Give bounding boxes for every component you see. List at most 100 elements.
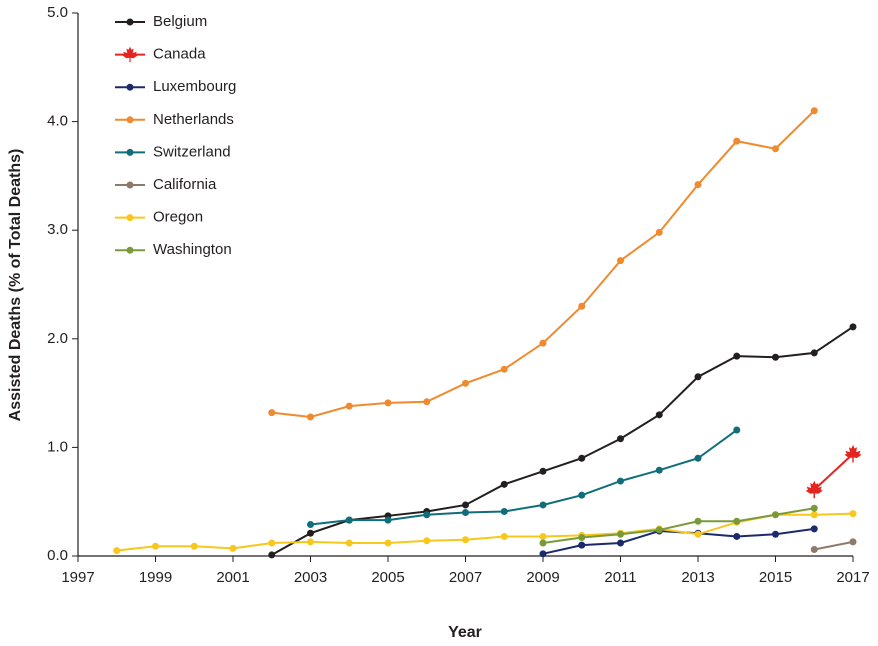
x-tick-label: 2015 bbox=[759, 569, 792, 586]
series-point bbox=[307, 413, 314, 421]
series-point bbox=[462, 501, 469, 509]
legend-marker bbox=[126, 246, 134, 254]
x-tick-label: 1997 bbox=[61, 569, 94, 586]
series-line bbox=[814, 540, 854, 551]
series-point bbox=[844, 444, 862, 463]
series-point bbox=[307, 521, 314, 529]
series-point bbox=[810, 349, 818, 357]
x-tick-label: 1999 bbox=[139, 569, 172, 586]
series-point bbox=[655, 411, 663, 419]
legend-marker bbox=[122, 46, 138, 63]
series-point bbox=[578, 541, 586, 549]
series-line bbox=[271, 110, 815, 419]
series-point bbox=[655, 526, 663, 534]
series-point bbox=[229, 544, 237, 552]
series-point bbox=[655, 228, 663, 236]
series-point bbox=[733, 532, 741, 540]
legend-marker bbox=[126, 214, 134, 222]
y-tick-label: 2.0 bbox=[47, 330, 68, 347]
series-point bbox=[268, 551, 276, 559]
series-line bbox=[542, 507, 815, 544]
series-point bbox=[617, 435, 624, 443]
series-point bbox=[423, 511, 431, 519]
series-point bbox=[268, 539, 276, 547]
series-point bbox=[578, 534, 586, 542]
series-point bbox=[539, 339, 547, 347]
y-tick-label: 1.0 bbox=[47, 438, 68, 455]
series-point bbox=[345, 402, 353, 410]
series-point bbox=[849, 538, 857, 546]
series-point bbox=[190, 542, 198, 550]
series-point bbox=[849, 323, 857, 331]
y-tick-label: 3.0 bbox=[47, 221, 68, 238]
x-axis-title: Year bbox=[448, 624, 482, 641]
x-tick-label: 2001 bbox=[216, 569, 249, 586]
series-point bbox=[617, 257, 624, 265]
series-point bbox=[462, 509, 469, 517]
legend-label: Canada bbox=[153, 46, 206, 63]
x-tick-label: 2003 bbox=[294, 569, 327, 586]
series-point bbox=[578, 491, 586, 499]
series-line bbox=[271, 326, 854, 556]
legend-marker bbox=[126, 18, 134, 26]
series-point bbox=[539, 550, 547, 558]
series-point bbox=[733, 517, 741, 525]
series-point bbox=[772, 353, 779, 361]
y-tick-label: 0.0 bbox=[47, 547, 68, 564]
series-point bbox=[345, 516, 353, 524]
series-point bbox=[655, 466, 663, 474]
series-point bbox=[268, 409, 276, 417]
series-point bbox=[810, 511, 818, 519]
legend-label: Washington bbox=[153, 241, 232, 258]
series-point bbox=[384, 399, 392, 407]
series-point bbox=[307, 529, 314, 537]
series-point bbox=[694, 181, 702, 189]
series-point bbox=[500, 507, 508, 515]
series-point bbox=[539, 467, 547, 475]
series-point bbox=[810, 545, 818, 553]
series-point bbox=[539, 539, 547, 547]
series-line bbox=[116, 512, 854, 552]
series-point bbox=[772, 145, 779, 153]
legend-label: Luxembourg bbox=[153, 78, 236, 95]
x-tick-label: 2017 bbox=[836, 569, 869, 586]
series-point bbox=[500, 532, 508, 540]
series-point bbox=[113, 547, 121, 555]
series-line bbox=[813, 453, 854, 491]
series-point bbox=[462, 379, 469, 387]
series-point bbox=[694, 530, 702, 538]
series-point bbox=[733, 352, 741, 360]
series-point bbox=[578, 302, 586, 310]
legend-marker bbox=[126, 148, 134, 156]
series-point bbox=[805, 480, 823, 499]
legend-label: Belgium bbox=[153, 13, 207, 30]
series-point bbox=[772, 511, 779, 519]
series-point bbox=[423, 537, 431, 545]
series-point bbox=[384, 516, 392, 524]
series-point bbox=[694, 373, 702, 381]
series-point bbox=[345, 539, 353, 547]
x-tick-label: 2005 bbox=[371, 569, 404, 586]
series-line bbox=[310, 429, 738, 526]
series-point bbox=[694, 454, 702, 462]
series-point bbox=[733, 426, 741, 434]
legend-label: California bbox=[153, 176, 217, 193]
series-point bbox=[617, 477, 624, 485]
x-tick-label: 2007 bbox=[449, 569, 482, 586]
legend-marker bbox=[126, 83, 134, 91]
series-point bbox=[733, 137, 741, 145]
series-point bbox=[539, 532, 547, 540]
series-point bbox=[152, 542, 159, 550]
series-point bbox=[810, 107, 818, 115]
series-point bbox=[810, 504, 818, 512]
series-point bbox=[423, 398, 431, 406]
legend-label: Netherlands bbox=[153, 111, 234, 128]
series-point bbox=[849, 510, 857, 518]
series-point bbox=[500, 480, 508, 488]
series-point bbox=[500, 365, 508, 373]
legend-marker bbox=[126, 181, 134, 189]
series-point bbox=[578, 454, 586, 462]
series-point bbox=[810, 525, 818, 533]
series-point bbox=[307, 538, 314, 546]
